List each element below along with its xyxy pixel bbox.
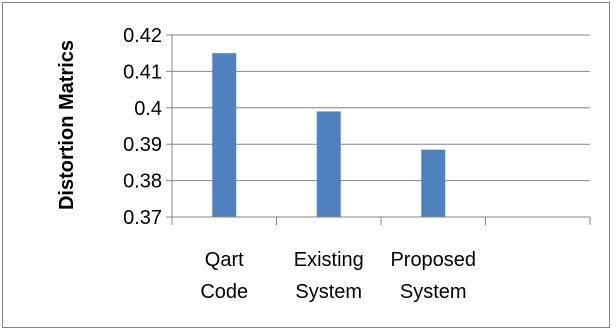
y-tick-label: 0.38 [123, 171, 162, 193]
x-category-label: Code [200, 281, 248, 303]
chart-frame [2, 2, 610, 328]
y-tick-label: 0.42 [123, 25, 162, 47]
x-category-label: System [295, 281, 362, 303]
y-axis-title: Distortion Matrics [56, 40, 78, 210]
bar [212, 53, 237, 218]
y-tick-label: 0.39 [123, 134, 162, 156]
bar [316, 111, 341, 217]
bars [212, 53, 446, 218]
x-category-label: Existing [294, 249, 364, 271]
x-category-label: System [400, 281, 467, 303]
x-category-label: Qart [205, 249, 244, 271]
y-tick-label: 0.4 [134, 98, 162, 120]
y-tick-label: 0.37 [123, 207, 162, 229]
gridlines [166, 34, 590, 218]
axes [171, 35, 591, 225]
bar [421, 149, 446, 217]
x-category-label: Proposed [390, 249, 476, 271]
x-category-labels: Qart Code Existing System Proposed System [200, 249, 476, 303]
y-tick-label: 0.41 [123, 61, 162, 83]
y-tick-labels: 0.37 0.38 0.39 0.4 0.41 0.42 [123, 25, 162, 229]
